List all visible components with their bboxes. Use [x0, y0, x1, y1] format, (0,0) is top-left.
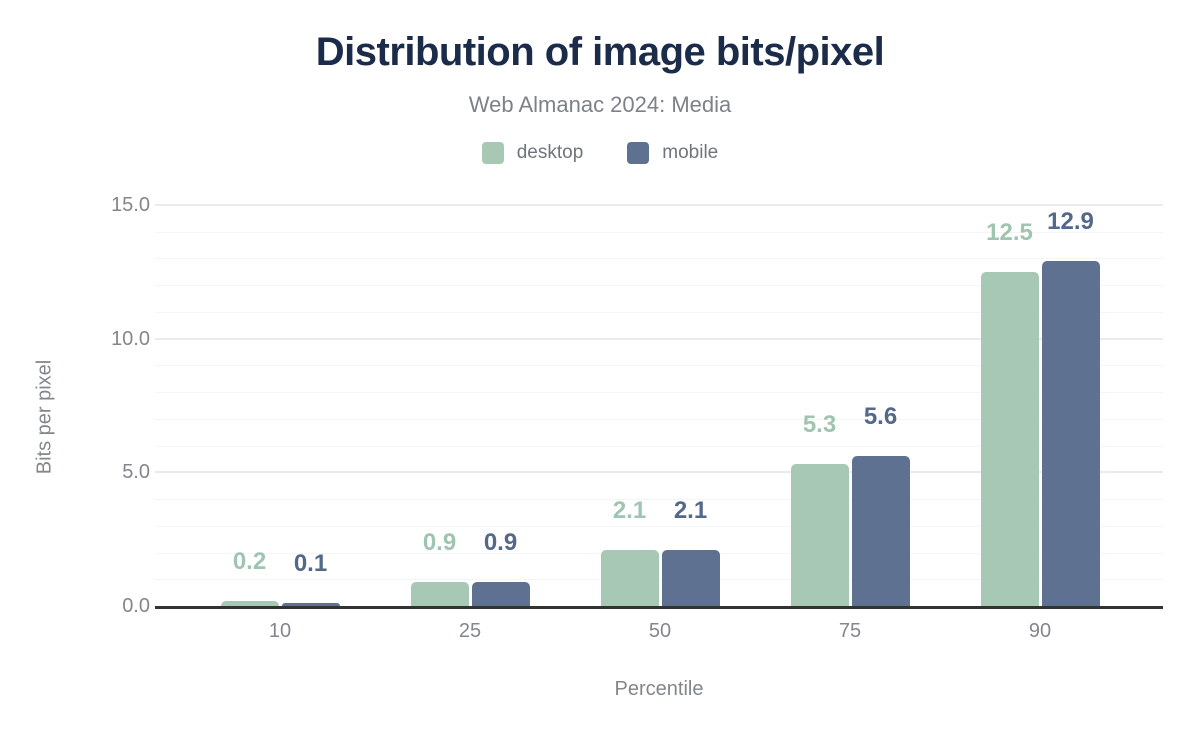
bar-slot-desktop-10: 0.2 [220, 205, 279, 606]
mobile-series-swatch [627, 142, 650, 164]
gridline-major [155, 471, 1163, 474]
bar-slot-mobile-90: 12.9 [1041, 205, 1100, 606]
bar-desktop-p10 [220, 600, 279, 606]
gridline-minor [155, 525, 1163, 527]
x-tick-25: 25 [458, 620, 482, 642]
value-label-desktop-p75: 5.3 [802, 411, 837, 439]
bar-slot-mobile-25: 0.9 [471, 205, 530, 606]
gridline-minor [155, 231, 1163, 233]
gridline-major [155, 337, 1163, 340]
bar-group-25: 0.9 0.9 [375, 205, 565, 606]
gridline-minor [155, 311, 1163, 313]
legend-item-mobile: mobile [627, 142, 718, 164]
x-tick-75: 75 [838, 620, 862, 642]
bar-slot-mobile-10: 0.1 [281, 205, 340, 606]
chart-title: Distribution of image bits/pixel [315, 30, 885, 74]
bar-group-10: 0.2 0.1 [185, 205, 375, 606]
x-tick-90: 90 [1028, 620, 1052, 642]
y-tick-0.0: 0.0 [122, 595, 150, 617]
value-label-desktop-p10: 0.2 [232, 547, 267, 575]
bar-mobile-p10 [281, 603, 340, 606]
x-tick-50: 50 [648, 620, 672, 642]
value-label-mobile-p50: 2.1 [673, 496, 708, 524]
desktop-legend-label: desktop [516, 142, 584, 163]
bar-mobile-p75 [851, 456, 910, 606]
gridline-major [155, 204, 1163, 206]
chart-subtitle: Web Almanac 2024: Media [468, 92, 732, 117]
bar-mobile-p25 [471, 581, 530, 606]
value-label-mobile-p25: 0.9 [483, 528, 518, 556]
gridline-minor [155, 579, 1163, 581]
gridline-minor [155, 365, 1163, 367]
y-tick-15.0: 15.0 [111, 194, 150, 216]
gridline-minor [155, 552, 1163, 554]
chart-legend: desktop mobile [0, 142, 1200, 164]
bar-group-50: 2.1 2.1 [565, 205, 755, 606]
gridline-minor [155, 418, 1163, 420]
gridline-minor [155, 258, 1163, 260]
bar-desktop-p75 [790, 464, 849, 606]
bar-group-90: 12.5 12.9 [945, 205, 1135, 606]
x-axis-title: Percentile [614, 678, 704, 700]
desktop-series-swatch [481, 142, 504, 164]
bar-desktop-p90 [980, 271, 1039, 606]
gridline-minor [155, 499, 1163, 501]
gridline-minor [155, 392, 1163, 394]
bar-slot-desktop-75: 5.3 [790, 205, 849, 606]
x-tick-10: 10 [268, 620, 292, 642]
y-axis-title: Bits per pixel [33, 359, 56, 475]
y-tick-5.0: 5.0 [122, 461, 150, 484]
plot-area: 0.2 0.1 0.9 0.9 2.1 2.1 5.3 5.6 12.5 12.9 [155, 204, 1163, 609]
bar-slot-desktop-50: 2.1 [600, 205, 659, 606]
bar-mobile-p50 [661, 549, 720, 606]
value-label-mobile-p10: 0.1 [293, 550, 328, 578]
value-label-desktop-p25: 0.9 [422, 528, 457, 556]
bar-desktop-p50 [600, 549, 659, 606]
gridline-minor [155, 285, 1163, 287]
bar-group-75: 5.3 5.6 [755, 205, 945, 606]
value-label-mobile-p90: 12.9 [1047, 208, 1094, 236]
bar-slot-desktop-25: 0.9 [410, 205, 469, 606]
bar-desktop-p25 [410, 581, 469, 606]
value-label-desktop-p50: 2.1 [612, 496, 647, 524]
value-label-mobile-p75: 5.6 [863, 403, 898, 431]
bar-slot-mobile-75: 5.6 [851, 205, 910, 606]
value-label-desktop-p90: 12.5 [986, 218, 1033, 246]
bar-slot-mobile-50: 2.1 [661, 205, 720, 606]
legend-item-desktop: desktop [481, 142, 584, 164]
y-tick-10.0: 10.0 [111, 327, 150, 350]
bar-mobile-p90 [1041, 261, 1100, 606]
bar-slot-desktop-90: 12.5 [980, 205, 1039, 606]
mobile-legend-label: mobile [662, 142, 719, 163]
gridline-minor [155, 445, 1163, 447]
